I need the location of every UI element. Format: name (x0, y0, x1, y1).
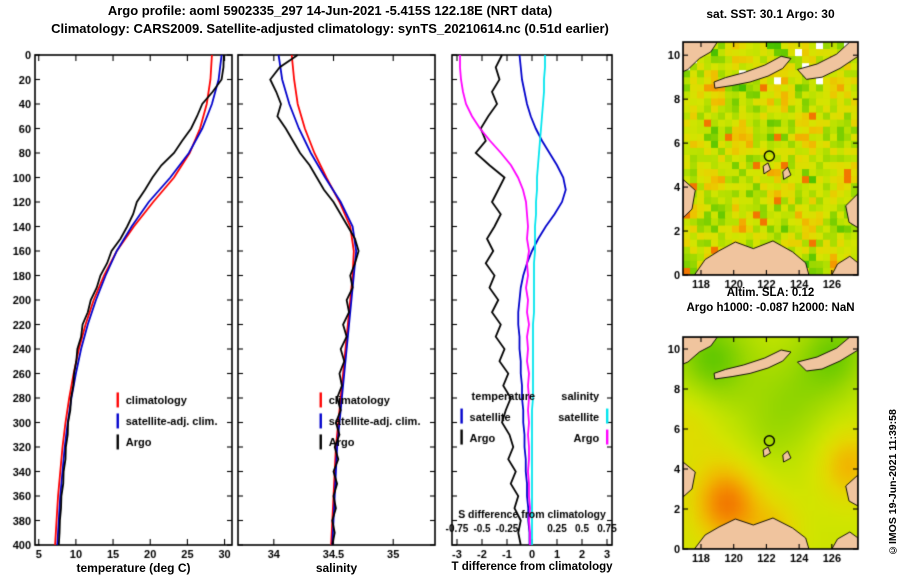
temperature-axis-label: temperature (deg C) (76, 561, 191, 575)
t-difference-axis-label: T difference from climatology (451, 561, 613, 573)
salinity-axis-label: salinity (315, 561, 358, 575)
sst-map-title: sat. SST: 30.1 Argo: 30 (706, 7, 835, 21)
copyright-stamp: ©IMOS 19-Jun-2021 11:39:58 (887, 409, 899, 556)
sla-value-label: Altim. SLA: 0.12 (726, 287, 815, 299)
figure-title-line1: Argo profile: aoml 5902335_297 14-Jun-20… (107, 3, 553, 18)
figure-title-line2: Climatology: CARS2009. Satellite-adjuste… (51, 21, 609, 36)
argo-height-label: Argo h1000: -0.087 h2000: NaN (686, 302, 855, 314)
